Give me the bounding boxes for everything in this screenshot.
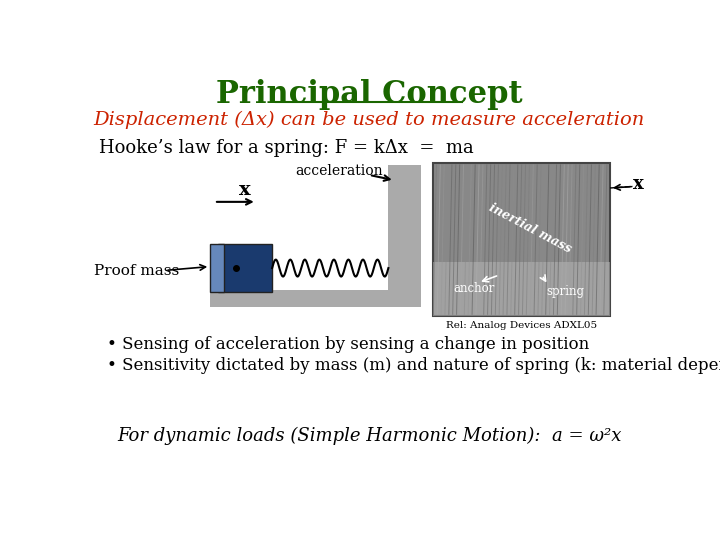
Text: x: x xyxy=(239,180,251,199)
Text: • Sensitivity dictated by mass (m) and nature of spring (k: material dependent): • Sensitivity dictated by mass (m) and n… xyxy=(107,356,720,374)
Text: Hooke’s law for a spring: F = kΔx  =  ma: Hooke’s law for a spring: F = kΔx = ma xyxy=(99,139,474,157)
Bar xyxy=(210,291,421,307)
Text: Principal Concept: Principal Concept xyxy=(216,78,522,110)
Bar xyxy=(433,164,610,316)
Text: spring: spring xyxy=(546,286,584,299)
Bar xyxy=(218,244,272,292)
Text: Proof mass: Proof mass xyxy=(94,264,179,278)
Bar xyxy=(210,244,224,292)
Text: Displacement (Δx) can be used to measure acceleration: Displacement (Δx) can be used to measure… xyxy=(94,111,644,130)
Text: For dynamic loads (Simple Harmonic Motion):  a = ω²x: For dynamic loads (Simple Harmonic Motio… xyxy=(117,427,621,445)
Bar xyxy=(388,165,421,307)
Text: • Sensing of acceleration by sensing a change in position: • Sensing of acceleration by sensing a c… xyxy=(107,336,589,353)
Text: inertial mass: inertial mass xyxy=(487,201,574,256)
Text: x: x xyxy=(634,175,644,193)
Text: acceleration: acceleration xyxy=(296,164,383,178)
Text: Rel: Analog Devices ADXL05: Rel: Analog Devices ADXL05 xyxy=(446,321,597,330)
Text: anchor: anchor xyxy=(453,282,495,295)
Bar xyxy=(433,262,610,316)
